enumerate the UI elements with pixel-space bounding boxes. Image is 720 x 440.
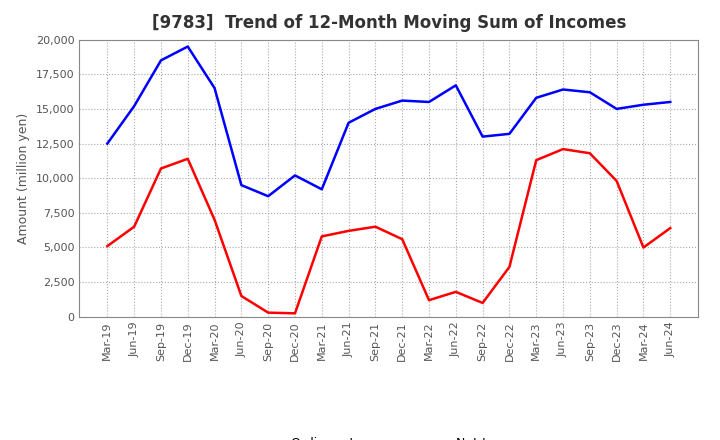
Line: Ordinary Income: Ordinary Income — [107, 47, 670, 196]
Net Income — [398, 237, 407, 242]
Ordinary Income — [585, 90, 594, 95]
Net Income — [264, 310, 272, 315]
Net Income — [291, 311, 300, 316]
Y-axis label: Amount (million yen): Amount (million yen) — [17, 113, 30, 244]
Ordinary Income — [371, 106, 379, 111]
Ordinary Income — [612, 106, 621, 111]
Ordinary Income — [291, 173, 300, 178]
Net Income — [157, 166, 166, 171]
Net Income — [639, 245, 648, 250]
Net Income — [559, 147, 567, 152]
Ordinary Income — [344, 120, 353, 125]
Ordinary Income — [130, 103, 138, 109]
Net Income — [505, 264, 514, 270]
Ordinary Income — [478, 134, 487, 139]
Ordinary Income — [666, 99, 675, 105]
Net Income — [103, 243, 112, 249]
Ordinary Income — [264, 194, 272, 199]
Ordinary Income — [532, 95, 541, 100]
Ordinary Income — [184, 44, 192, 49]
Net Income — [210, 217, 219, 222]
Ordinary Income — [451, 83, 460, 88]
Ordinary Income — [318, 187, 326, 192]
Net Income — [184, 156, 192, 161]
Ordinary Income — [639, 102, 648, 107]
Ordinary Income — [398, 98, 407, 103]
Net Income — [130, 224, 138, 229]
Ordinary Income — [103, 141, 112, 146]
Ordinary Income — [425, 99, 433, 105]
Net Income — [532, 158, 541, 163]
Net Income — [478, 300, 487, 305]
Title: [9783]  Trend of 12-Month Moving Sum of Incomes: [9783] Trend of 12-Month Moving Sum of I… — [152, 15, 626, 33]
Ordinary Income — [157, 58, 166, 63]
Legend: Ordinary Income, Net Income: Ordinary Income, Net Income — [245, 432, 533, 440]
Net Income — [371, 224, 379, 229]
Net Income — [585, 150, 594, 156]
Net Income — [318, 234, 326, 239]
Net Income — [612, 178, 621, 183]
Net Income — [666, 225, 675, 231]
Net Income — [425, 297, 433, 303]
Net Income — [344, 228, 353, 234]
Ordinary Income — [210, 85, 219, 91]
Net Income — [237, 293, 246, 299]
Net Income — [451, 289, 460, 294]
Ordinary Income — [559, 87, 567, 92]
Ordinary Income — [505, 131, 514, 136]
Ordinary Income — [237, 183, 246, 188]
Line: Net Income: Net Income — [107, 149, 670, 313]
